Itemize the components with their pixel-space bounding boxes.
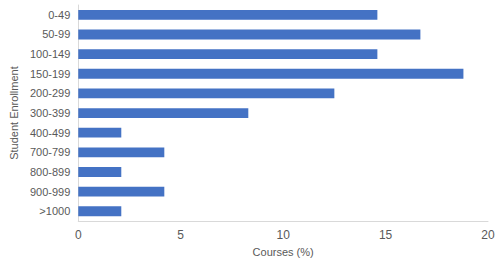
svg-text:300-399: 300-399 xyxy=(30,107,70,119)
svg-text:0: 0 xyxy=(75,228,82,242)
svg-text:15: 15 xyxy=(379,228,393,242)
svg-text:Student Enrollment: Student Enrollment xyxy=(8,66,20,160)
svg-text:150-199: 150-199 xyxy=(30,68,70,80)
svg-text:100-149: 100-149 xyxy=(30,48,70,60)
svg-text:200-299: 200-299 xyxy=(30,87,70,99)
svg-text:10: 10 xyxy=(276,228,290,242)
svg-text:700-799: 700-799 xyxy=(30,146,70,158)
svg-text:400-499: 400-499 xyxy=(30,127,70,139)
svg-text:Courses (%): Courses (%) xyxy=(253,246,314,258)
svg-text:800-899: 800-899 xyxy=(30,166,70,178)
svg-text:0-49: 0-49 xyxy=(48,9,70,21)
svg-text:50-99: 50-99 xyxy=(42,28,70,40)
svg-text:>1000: >1000 xyxy=(39,205,70,217)
svg-text:900-999: 900-999 xyxy=(30,186,70,198)
svg-text:5: 5 xyxy=(177,228,184,242)
svg-text:20: 20 xyxy=(481,228,495,242)
